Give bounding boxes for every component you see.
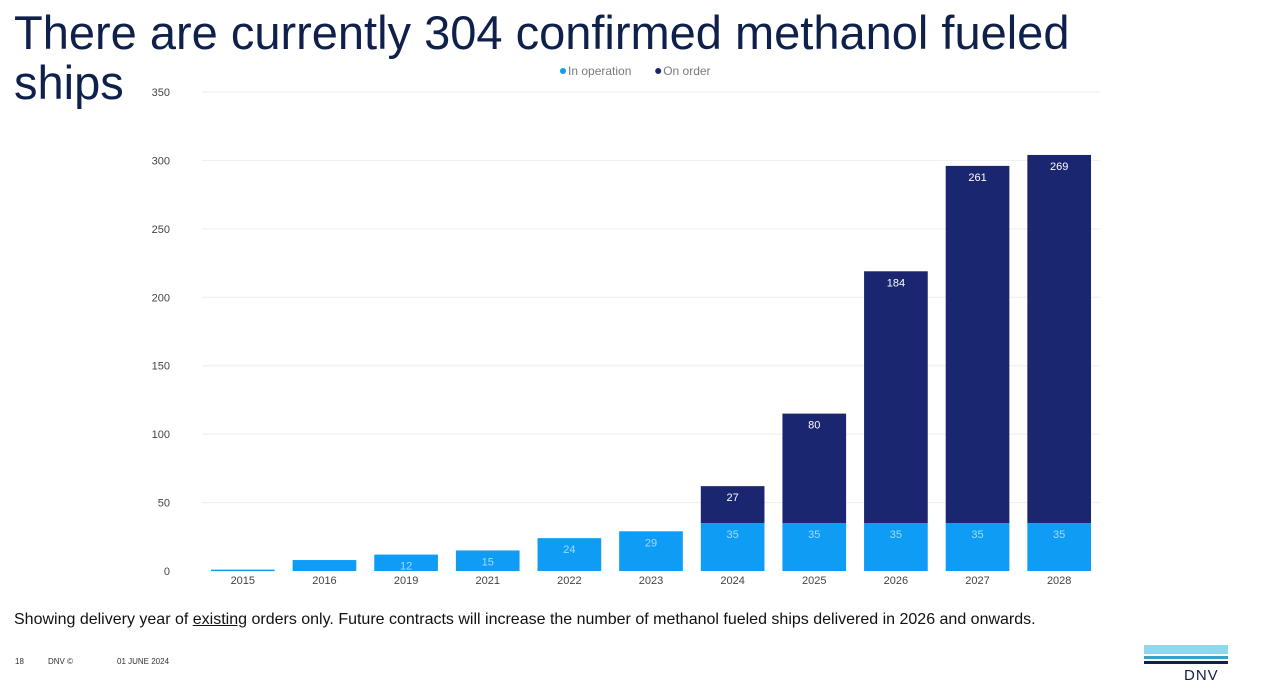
x-tick-label: 2025 — [802, 575, 826, 587]
logo-stripe-light — [1144, 645, 1228, 654]
title-line-1: There are currently 304 confirmed methan… — [14, 6, 1070, 59]
bar-on-order-2024 — [700, 486, 765, 524]
footnote-text-start: Showing delivery year of — [14, 611, 193, 628]
y-axis-ticks: 0 50 100 150 200 250 300 350 — [152, 87, 170, 578]
data-label: 15 — [482, 556, 494, 568]
footer-date: 01 JUNE 2024 — [117, 657, 170, 666]
bar-in-operation-2028 — [1027, 523, 1092, 571]
data-labels: 12 15 24 29 35 27 35 80 35 184 35 261 35 269 — [400, 161, 1068, 573]
bar-in-operation-2025 — [782, 523, 847, 571]
page-number: 18 — [15, 657, 24, 666]
logo-stripe-mid — [1144, 656, 1228, 659]
data-label: 29 — [645, 537, 657, 549]
legend-swatch — [655, 68, 662, 74]
legend-label: On order — [663, 64, 710, 78]
x-tick-label: 2021 — [475, 575, 499, 587]
bar-in-operation-2024 — [700, 523, 765, 571]
data-label: 24 — [563, 544, 575, 556]
footer-brand: DNV © — [48, 657, 74, 666]
data-label: 12 — [400, 561, 412, 573]
y-tick-label: 200 — [152, 292, 170, 304]
data-label: 35 — [727, 529, 739, 541]
y-tick-label: 300 — [152, 155, 170, 167]
bar-in-operation-2016 — [292, 560, 357, 571]
bar-on-order-2027 — [945, 165, 1010, 524]
data-label: 269 — [1050, 161, 1068, 173]
data-label: 27 — [727, 492, 739, 504]
x-tick-label: 2016 — [312, 575, 336, 587]
data-label: 184 — [887, 277, 905, 289]
footnote: Showing delivery year of existing orders… — [14, 611, 1036, 629]
bar-in-operation-2021 — [455, 550, 520, 571]
dnv-logo: DNV — [1144, 645, 1228, 685]
data-label: 35 — [890, 529, 902, 541]
bar-in-operation-2022 — [537, 538, 602, 571]
x-tick-label: 2015 — [231, 575, 255, 587]
legend-swatch — [560, 68, 566, 74]
x-axis-ticks: 2015 2016 2019 2021 2022 2023 2024 2025 2026 2027… — [231, 575, 1072, 587]
x-tick-label: 2028 — [1047, 575, 1071, 587]
bar-in-operation-2019 — [374, 554, 438, 571]
x-tick-label: 2026 — [884, 575, 908, 587]
bar-in-operation-2023 — [619, 531, 683, 571]
y-tick-label: 100 — [152, 429, 170, 441]
bars — [210, 154, 1092, 572]
x-tick-label: 2019 — [394, 575, 418, 587]
legend: In operation On order — [560, 64, 711, 78]
bar-on-order-2028 — [1027, 154, 1092, 524]
x-tick-label: 2023 — [639, 575, 663, 587]
data-label: 261 — [968, 172, 986, 184]
bar-in-operation-2026 — [864, 523, 928, 571]
footnote-text-end: orders only. Future contracts will incre… — [247, 611, 1036, 628]
data-label: 80 — [808, 420, 820, 432]
data-label: 35 — [971, 529, 983, 541]
x-tick-label: 2024 — [720, 575, 744, 587]
logo-wordmark: DNV — [1184, 667, 1219, 684]
data-label: 35 — [808, 529, 820, 541]
logo-stripe-dark — [1144, 661, 1228, 664]
bar-in-operation-2015 — [210, 569, 275, 572]
bar-on-order-2025 — [782, 413, 847, 524]
stacked-bar-chart: 0 50 100 150 200 250 300 350 12 15 24 29 35 27 35 80 35… — [152, 64, 1100, 587]
data-label: 35 — [1053, 529, 1065, 541]
y-tick-label: 50 — [158, 498, 170, 510]
bar-on-order-2026 — [864, 271, 928, 524]
y-tick-label: 150 — [152, 361, 170, 373]
x-tick-label: 2027 — [965, 575, 989, 587]
title-line-2: ships — [14, 56, 124, 109]
bar-in-operation-2027 — [945, 523, 1010, 571]
slide-title: There are currently 304 confirmed methan… — [14, 8, 1194, 108]
x-tick-label: 2022 — [557, 575, 581, 587]
legend-label: In operation — [568, 64, 631, 78]
y-tick-label: 350 — [152, 87, 170, 99]
y-tick-label: 0 — [164, 566, 170, 578]
y-tick-label: 250 — [152, 224, 170, 236]
footnote-underlined-word: existing — [192, 611, 248, 628]
